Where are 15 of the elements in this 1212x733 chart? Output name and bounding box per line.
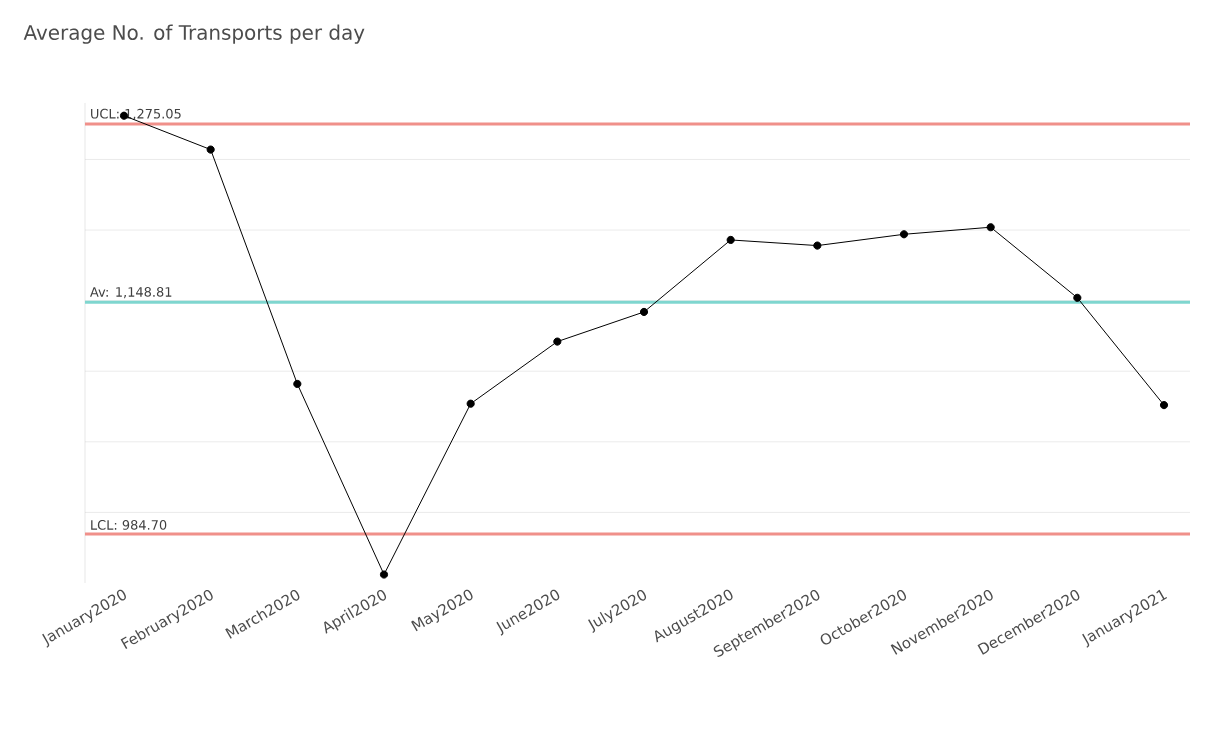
point (726, 235, 735, 245)
chart-title: Average No. of Transports per day (23, 24, 365, 44)
point (293, 379, 302, 389)
point (1073, 293, 1082, 302)
point (813, 241, 822, 250)
point (206, 145, 215, 154)
ref-line-label: LCL: 984.70 (91, 520, 167, 530)
point (466, 399, 475, 408)
ref-line-label: Av: 1,148.81 (90, 287, 172, 299)
point (379, 570, 389, 579)
point (1159, 401, 1169, 410)
point (553, 337, 562, 346)
point (639, 307, 649, 317)
point (899, 230, 909, 239)
point (986, 223, 995, 232)
